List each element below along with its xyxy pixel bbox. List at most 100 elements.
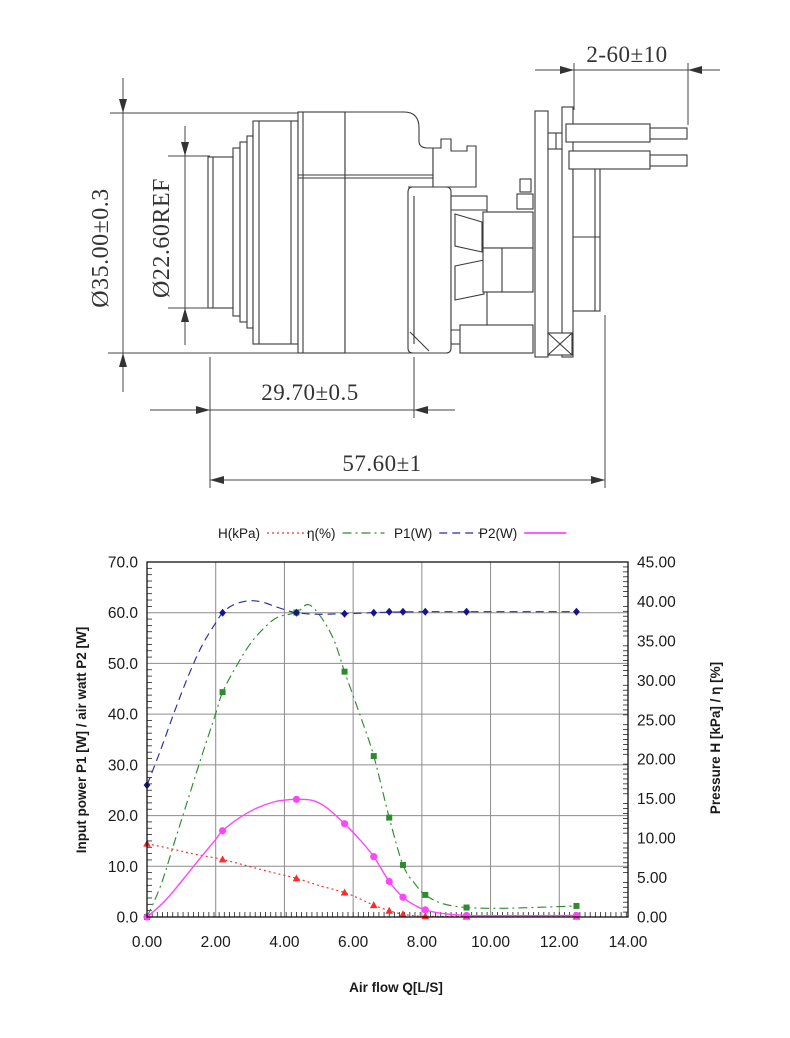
marker-P2(W) [421, 906, 429, 914]
marker-H(kPa) [399, 910, 407, 918]
legend-item-P1(W): P1(W) [394, 526, 482, 541]
dimension-total-length: 57.60±1 [210, 315, 606, 488]
dimension-outer-diameter: Ø35.00±0.3 [88, 78, 298, 392]
x-tick-label: 2.00 [201, 934, 232, 951]
marker-η(%) [399, 861, 406, 868]
y-right-tick-label: 10.00 [637, 831, 676, 848]
marker-P1(W) [573, 607, 580, 616]
marker-P1(W) [293, 608, 300, 617]
y-right-tick-label: 30.00 [637, 673, 676, 690]
marker-P2(W) [462, 911, 471, 920]
y-left-tick-label: 60.0 [108, 605, 139, 622]
y-left-tick-label: 10.0 [108, 859, 139, 876]
y-right-axis-title: Pressure H [kPa] / η [%] [708, 662, 723, 814]
marker-H(kPa) [292, 874, 301, 882]
y-left-tick-label: 20.0 [108, 808, 139, 825]
y-left-tick-label: 30.0 [108, 757, 139, 774]
bottom-bracket [459, 324, 534, 354]
y-right-tick-label: 35.00 [637, 633, 676, 650]
marker-P2(W) [292, 795, 301, 803]
dim-front-length-text: 29.70±0.5 [261, 380, 359, 405]
y-right-tick-label: 15.00 [637, 791, 676, 808]
marker-η(%) [370, 753, 377, 760]
marker-η(%) [341, 668, 348, 675]
y-right-tick-label: 5.00 [637, 870, 668, 887]
marker-P2(W) [370, 853, 378, 861]
y-left-tick-label: 70.0 [108, 555, 139, 572]
inlet-bracket [432, 138, 477, 188]
rotor-hub [482, 211, 534, 249]
marker-η(%) [386, 814, 393, 821]
marker-η(%) [219, 689, 226, 696]
arrow-bottom [181, 308, 189, 322]
y-left-axis-title: Input power P1 [W] / air watt P2 [W] [74, 627, 89, 854]
marker-P2(W) [399, 893, 407, 901]
shaft-detail-2 [519, 178, 532, 193]
arrow-right [414, 406, 428, 414]
marker-P2(W) [218, 827, 227, 835]
y-left-tick-label: 40.0 [108, 707, 139, 724]
terminal-lower [568, 150, 651, 170]
arrow-right [688, 66, 702, 74]
dim-ref-diameter-text: Ø22.60REF [149, 178, 175, 298]
legend-label: P1(W) [394, 526, 432, 541]
impeller-blade-lower [454, 259, 485, 301]
arrow-right [591, 476, 605, 484]
x-tick-label: 8.00 [407, 934, 438, 951]
rear-plate [561, 106, 574, 358]
marker-η(%) [422, 891, 429, 898]
dimension-front-length: 29.70±0.5 [150, 357, 455, 488]
arrow-top [119, 99, 127, 113]
motor-can [407, 186, 452, 354]
step-ring-3 [246, 135, 254, 329]
arrow-left [210, 476, 224, 484]
x-tick-label: 4.00 [269, 934, 300, 951]
technical-drawing: 2-60±10 Ø35.00±0.3 Ø22.60REF [88, 42, 720, 488]
series-curve-P2(W) [146, 798, 577, 918]
legend-label: P2(W) [479, 526, 517, 541]
y-left-tick-label: 0.0 [116, 910, 138, 927]
dim-total-length-text: 57.60±1 [342, 451, 421, 476]
series-curve-P1(W) [146, 600, 577, 786]
marker-H(kPa) [218, 855, 227, 863]
rear-cover [572, 155, 601, 312]
impeller-blade-upper [454, 213, 483, 253]
x-tick-label: 6.00 [338, 934, 369, 951]
legend-item-H(kPa): H(kPa) [218, 526, 310, 541]
arrow-bottom [119, 353, 127, 367]
legend-item-η(%): η(%) [307, 526, 385, 541]
marker-P1(W) [219, 608, 226, 617]
arrow-left [196, 406, 210, 414]
x-axis-title: Air flow Q[L/S] [349, 980, 443, 995]
inlet-cap [207, 156, 234, 309]
step-ring-1 [232, 147, 241, 317]
marker-η(%) [463, 904, 470, 911]
marker-H(kPa) [340, 888, 349, 896]
marker-P1(W) [463, 607, 470, 616]
blower-body [207, 106, 688, 358]
marker-P1(W) [421, 607, 429, 616]
x-tick-label: 0.00 [132, 934, 163, 951]
arrow-top [181, 142, 189, 156]
legend-item-P2(W): P2(W) [479, 526, 567, 541]
y-left-tick-label: 50.0 [108, 656, 139, 673]
wire-upper [649, 127, 688, 140]
marker-P2(W) [572, 911, 581, 920]
y-right-tick-label: 40.00 [637, 594, 676, 611]
plot-border [146, 561, 629, 918]
series-curve-H(kPa) [146, 843, 577, 918]
y-right-tick-label: 0.00 [637, 910, 668, 927]
dimension-ref-diameter: Ø22.60REF [149, 126, 210, 345]
legend-label: η(%) [307, 526, 336, 541]
motor-can-chamfer [409, 331, 430, 352]
dim-wire-length-text: 2-60±10 [586, 42, 667, 67]
marker-η(%) [573, 902, 580, 909]
marker-P2(W) [385, 877, 393, 886]
wire-lower [649, 154, 688, 167]
marker-H(kPa) [385, 906, 394, 914]
marker-P1(W) [370, 608, 378, 617]
marker-P1(W) [341, 609, 348, 618]
y-right-tick-label: 25.00 [637, 712, 676, 729]
dimension-wire-length: 2-60±10 [535, 42, 720, 125]
marker-P1(W) [399, 607, 407, 616]
